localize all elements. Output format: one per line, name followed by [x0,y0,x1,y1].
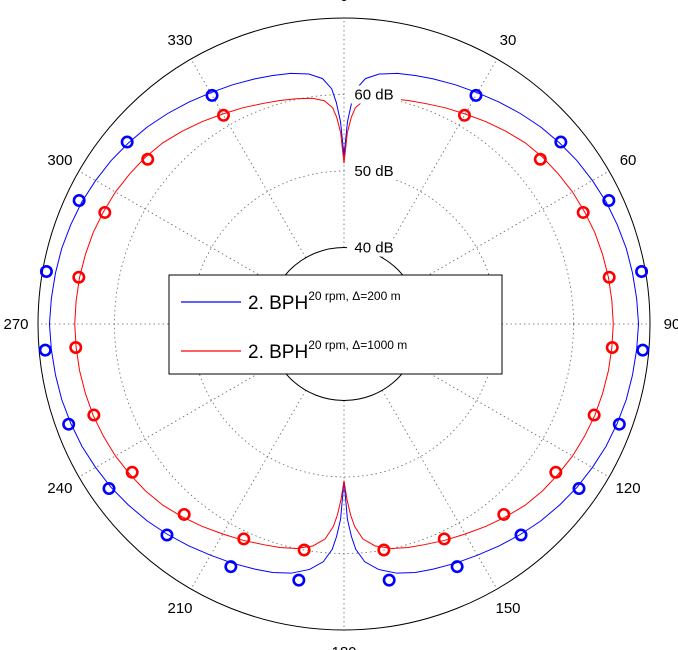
radial-tick-label: 40 dB [354,240,393,257]
legend-box [168,274,503,375]
series-marker [497,507,511,521]
radial-grid-circle [114,94,574,554]
series-marker [72,193,86,207]
series-marker [292,573,306,587]
series-marker [457,108,471,122]
series-marker [125,465,139,479]
series-marker [605,340,619,354]
series-marker [572,482,586,496]
series-marker [533,152,547,166]
radial-tick-label-bg [347,162,401,180]
angle-tick-label: 330 [167,32,192,49]
series-marker [98,205,112,219]
series-marker [141,152,155,166]
angle-tick-label: 0 [340,0,348,5]
angle-grid-spoke [78,170,278,287]
series-marker [205,88,219,102]
series-marker [437,532,451,546]
series-marker [62,417,76,431]
series-marker [87,408,101,422]
series-marker [39,265,53,279]
series-marker [217,108,231,122]
radial-tick-label: 50 dB [354,163,393,180]
series-marker [636,343,650,357]
legend: 2. BPH20 rpm, Δ=200 m2. BPH20 rpm, Δ=100… [168,274,503,375]
outer-boundary-circle [37,17,651,631]
series-marker [237,532,251,546]
legend-label-superscript: 20 rpm, Δ=1000 m [308,338,407,352]
angle-tick-label: 90 [664,316,678,333]
angle-grid-spoke [190,390,307,590]
series-marker [69,340,83,354]
series-marker [612,417,626,431]
series-layer [38,72,650,587]
series-marker [297,543,311,557]
series-line-1 [74,97,614,549]
angle-grid-spoke [410,170,610,287]
angle-grid-spoke [381,390,498,590]
radial-tick-label: 60 dB [354,87,393,104]
series-marker [602,193,616,207]
angle-tick-label: 270 [3,316,28,333]
series-marker [224,560,238,574]
angle-grid-spoke [410,361,610,478]
series-marker [635,265,649,279]
series-marker [377,543,391,557]
series-marker [38,343,52,357]
angle-tick-label: 300 [47,152,72,169]
series-marker [602,270,616,284]
angle-grid-spoke [78,361,278,478]
angle-tick-label: 180 [331,644,356,650]
series-marker [450,560,464,574]
angle-tick-label: 240 [47,480,72,497]
series-marker [177,507,191,521]
series-marker [587,408,601,422]
angle-grid-spoke [190,58,307,258]
angle-tick-label: 150 [495,600,520,617]
series-marker [554,135,568,149]
series-marker [120,135,134,149]
series-marker [549,465,563,479]
radial-tick-label-bg [347,238,401,257]
angle-tick-label: 210 [167,600,192,617]
series-marker [469,88,483,102]
radial-tick-layer: 40 dB 50 dB 60 dB [347,85,401,257]
legend-label-superscript: 20 rpm, Δ=200 m [308,289,400,303]
angle-tick-label: 120 [616,480,641,497]
series-marker [72,270,86,284]
series-marker [160,528,174,542]
series-marker [576,205,590,219]
series-marker [382,573,396,587]
angle-tick-label: 60 [620,152,637,169]
series-marker [102,482,116,496]
angle-tick-label: 30 [500,32,517,49]
series-marker [514,528,528,542]
angle-tick-layer: 0 30 60 90 120 150 180 210 240 270 300 330 [3,0,678,650]
radial-tick-label-bg [347,85,401,104]
